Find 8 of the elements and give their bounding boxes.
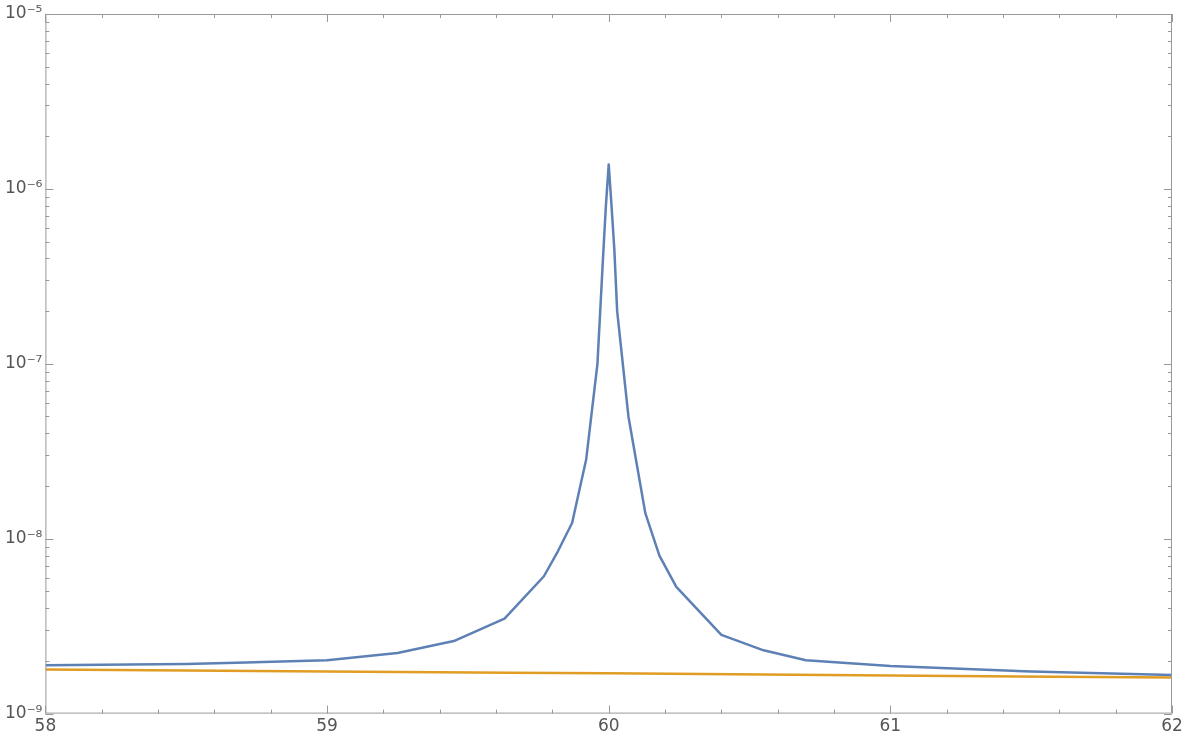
x-tick-label: 59 xyxy=(316,715,338,736)
y-tick-label: 10⁻⁸ xyxy=(5,527,43,548)
x-tick-label: 60 xyxy=(597,715,620,736)
x-tick-label: 62 xyxy=(1161,715,1183,736)
y-tick-label: 10⁻⁶ xyxy=(5,177,43,198)
y-tick-label: 10⁻⁷ xyxy=(5,352,43,373)
y-tick-label: 10⁻⁵ xyxy=(5,2,43,23)
x-tick-label: 61 xyxy=(879,715,902,736)
